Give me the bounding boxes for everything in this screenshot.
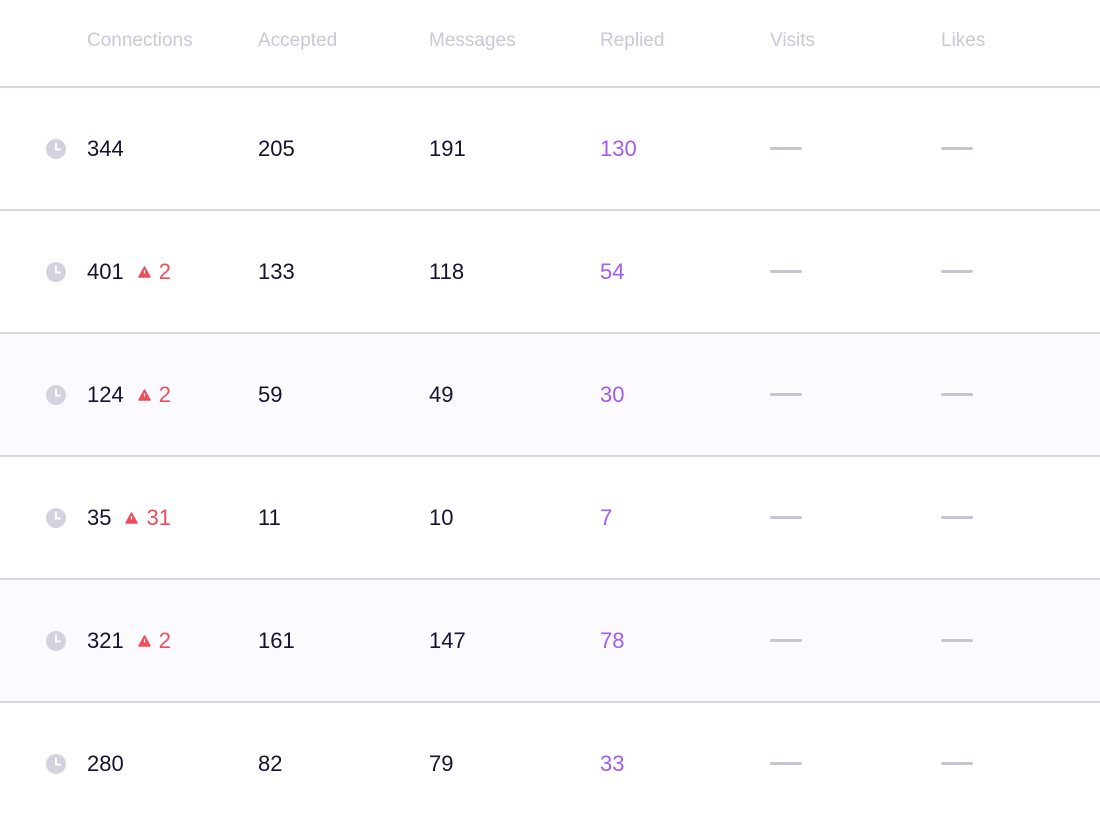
accepted-cell: 133	[258, 211, 295, 332]
empty-dash	[941, 516, 973, 519]
table-row: 124 2 59 49 30	[0, 334, 1100, 457]
column-header: Replied	[600, 30, 665, 51]
replied-cell: 54	[600, 211, 624, 332]
replied-value: 130	[600, 135, 637, 161]
column-header: Connections	[87, 30, 193, 51]
accepted-value: 59	[258, 381, 283, 407]
warning-count: 2	[158, 627, 171, 653]
connections-cell: 280	[87, 703, 124, 824]
messages-value: 79	[429, 750, 454, 776]
accepted-value: 82	[258, 750, 283, 776]
warning-badge: 31	[125, 504, 171, 531]
connections-value: 344	[87, 135, 124, 161]
column-header: Visits	[770, 30, 816, 51]
messages-value: 191	[429, 135, 466, 161]
column-header: Likes	[941, 30, 986, 51]
warning-count: 2	[158, 381, 171, 407]
replied-cell: 7	[600, 457, 612, 578]
messages-cell: 118	[429, 211, 464, 332]
status-icon	[45, 753, 67, 780]
messages-value: 49	[429, 381, 454, 407]
connections-value: 35	[87, 504, 112, 530]
replied-value: 54	[600, 258, 625, 284]
column-header: Messages	[429, 30, 516, 51]
warning-count: 31	[146, 504, 171, 530]
replied-value: 30	[600, 381, 625, 407]
empty-dash	[941, 393, 973, 396]
warning-badge: 2	[137, 258, 171, 285]
messages-value: 118	[429, 258, 465, 284]
replied-cell: 33	[600, 703, 624, 824]
table-row: 280 82 79 33	[0, 703, 1100, 824]
empty-dash	[941, 270, 973, 273]
connections-value: 321	[87, 627, 124, 653]
messages-cell: 147	[429, 580, 466, 701]
table-header: Connections Accepted Messages Replied Visits…	[0, 0, 1100, 88]
empty-dash	[770, 270, 802, 273]
connections-cell: 35 31	[87, 457, 171, 578]
status-icon	[45, 630, 67, 657]
table-row: 35 31 11 10 7	[0, 457, 1100, 580]
connections-value: 280	[87, 750, 124, 776]
connections-cell: 124 2	[87, 334, 171, 455]
empty-dash	[941, 639, 973, 642]
accepted-cell: 161	[258, 580, 295, 701]
messages-value: 10	[429, 504, 454, 530]
warning-count: 2	[158, 258, 171, 284]
status-icon	[45, 261, 67, 288]
table-row: 344 205 191 130	[0, 88, 1100, 211]
accepted-cell: 11	[258, 457, 281, 578]
accepted-value: 133	[258, 258, 295, 284]
replied-value: 33	[600, 750, 625, 776]
column-header: Accepted	[258, 30, 338, 51]
replied-value: 78	[600, 627, 625, 653]
accepted-value: 205	[258, 135, 295, 161]
replied-cell: 130	[600, 88, 637, 209]
connections-cell: 321 2	[87, 580, 171, 701]
connections-cell: 344	[87, 88, 124, 209]
messages-cell: 10	[429, 457, 453, 578]
connections-value: 401	[87, 258, 124, 284]
messages-value: 147	[429, 627, 466, 653]
table-row: 401 2 133 118 54	[0, 211, 1100, 334]
accepted-value: 11	[258, 504, 281, 530]
warning-badge: 2	[137, 381, 171, 408]
empty-dash	[941, 762, 973, 765]
messages-cell: 49	[429, 334, 453, 455]
accepted-value: 161	[258, 627, 295, 653]
empty-dash	[770, 516, 802, 519]
messages-cell: 191	[429, 88, 466, 209]
empty-dash	[770, 147, 802, 150]
status-icon	[45, 384, 67, 411]
empty-dash	[770, 762, 802, 765]
status-icon	[45, 507, 67, 534]
replied-cell: 30	[600, 334, 624, 455]
empty-dash	[770, 393, 802, 396]
empty-dash	[941, 147, 973, 150]
empty-dash	[770, 639, 802, 642]
messages-cell: 79	[429, 703, 453, 824]
connections-cell: 401 2	[87, 211, 171, 332]
accepted-cell: 59	[258, 334, 282, 455]
replied-cell: 78	[600, 580, 624, 701]
accepted-cell: 82	[258, 703, 282, 824]
warning-badge: 2	[137, 627, 171, 654]
accepted-cell: 205	[258, 88, 295, 209]
replied-value: 7	[600, 504, 613, 530]
table-row: 321 2 161 147 78	[0, 580, 1100, 703]
status-icon	[45, 138, 67, 165]
connections-value: 124	[87, 381, 124, 407]
